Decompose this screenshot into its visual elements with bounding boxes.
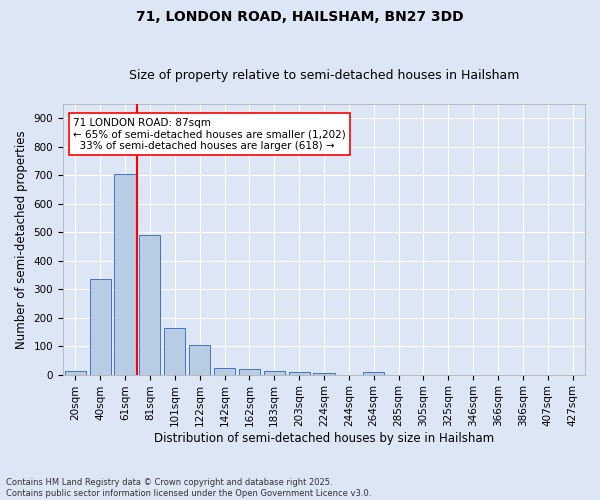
Y-axis label: Number of semi-detached properties: Number of semi-detached properties: [15, 130, 28, 348]
Bar: [139, 235, 160, 374]
X-axis label: Distribution of semi-detached houses by size in Hailsham: Distribution of semi-detached houses by …: [154, 432, 494, 445]
Bar: [214, 368, 235, 374]
Title: Size of property relative to semi-detached houses in Hailsham: Size of property relative to semi-detach…: [129, 69, 519, 82]
Text: 71 LONDON ROAD: 87sqm
← 65% of semi-detached houses are smaller (1,202)
  33% of: 71 LONDON ROAD: 87sqm ← 65% of semi-deta…: [73, 118, 346, 150]
Bar: [263, 371, 285, 374]
Bar: [89, 279, 111, 374]
Bar: [313, 373, 335, 374]
Bar: [239, 369, 260, 374]
Text: 71, LONDON ROAD, HAILSHAM, BN27 3DD: 71, LONDON ROAD, HAILSHAM, BN27 3DD: [136, 10, 464, 24]
Bar: [289, 372, 310, 374]
Bar: [115, 174, 136, 374]
Bar: [189, 344, 210, 374]
Bar: [65, 371, 86, 374]
Text: Contains HM Land Registry data © Crown copyright and database right 2025.
Contai: Contains HM Land Registry data © Crown c…: [6, 478, 371, 498]
Bar: [164, 328, 185, 374]
Bar: [363, 372, 384, 374]
